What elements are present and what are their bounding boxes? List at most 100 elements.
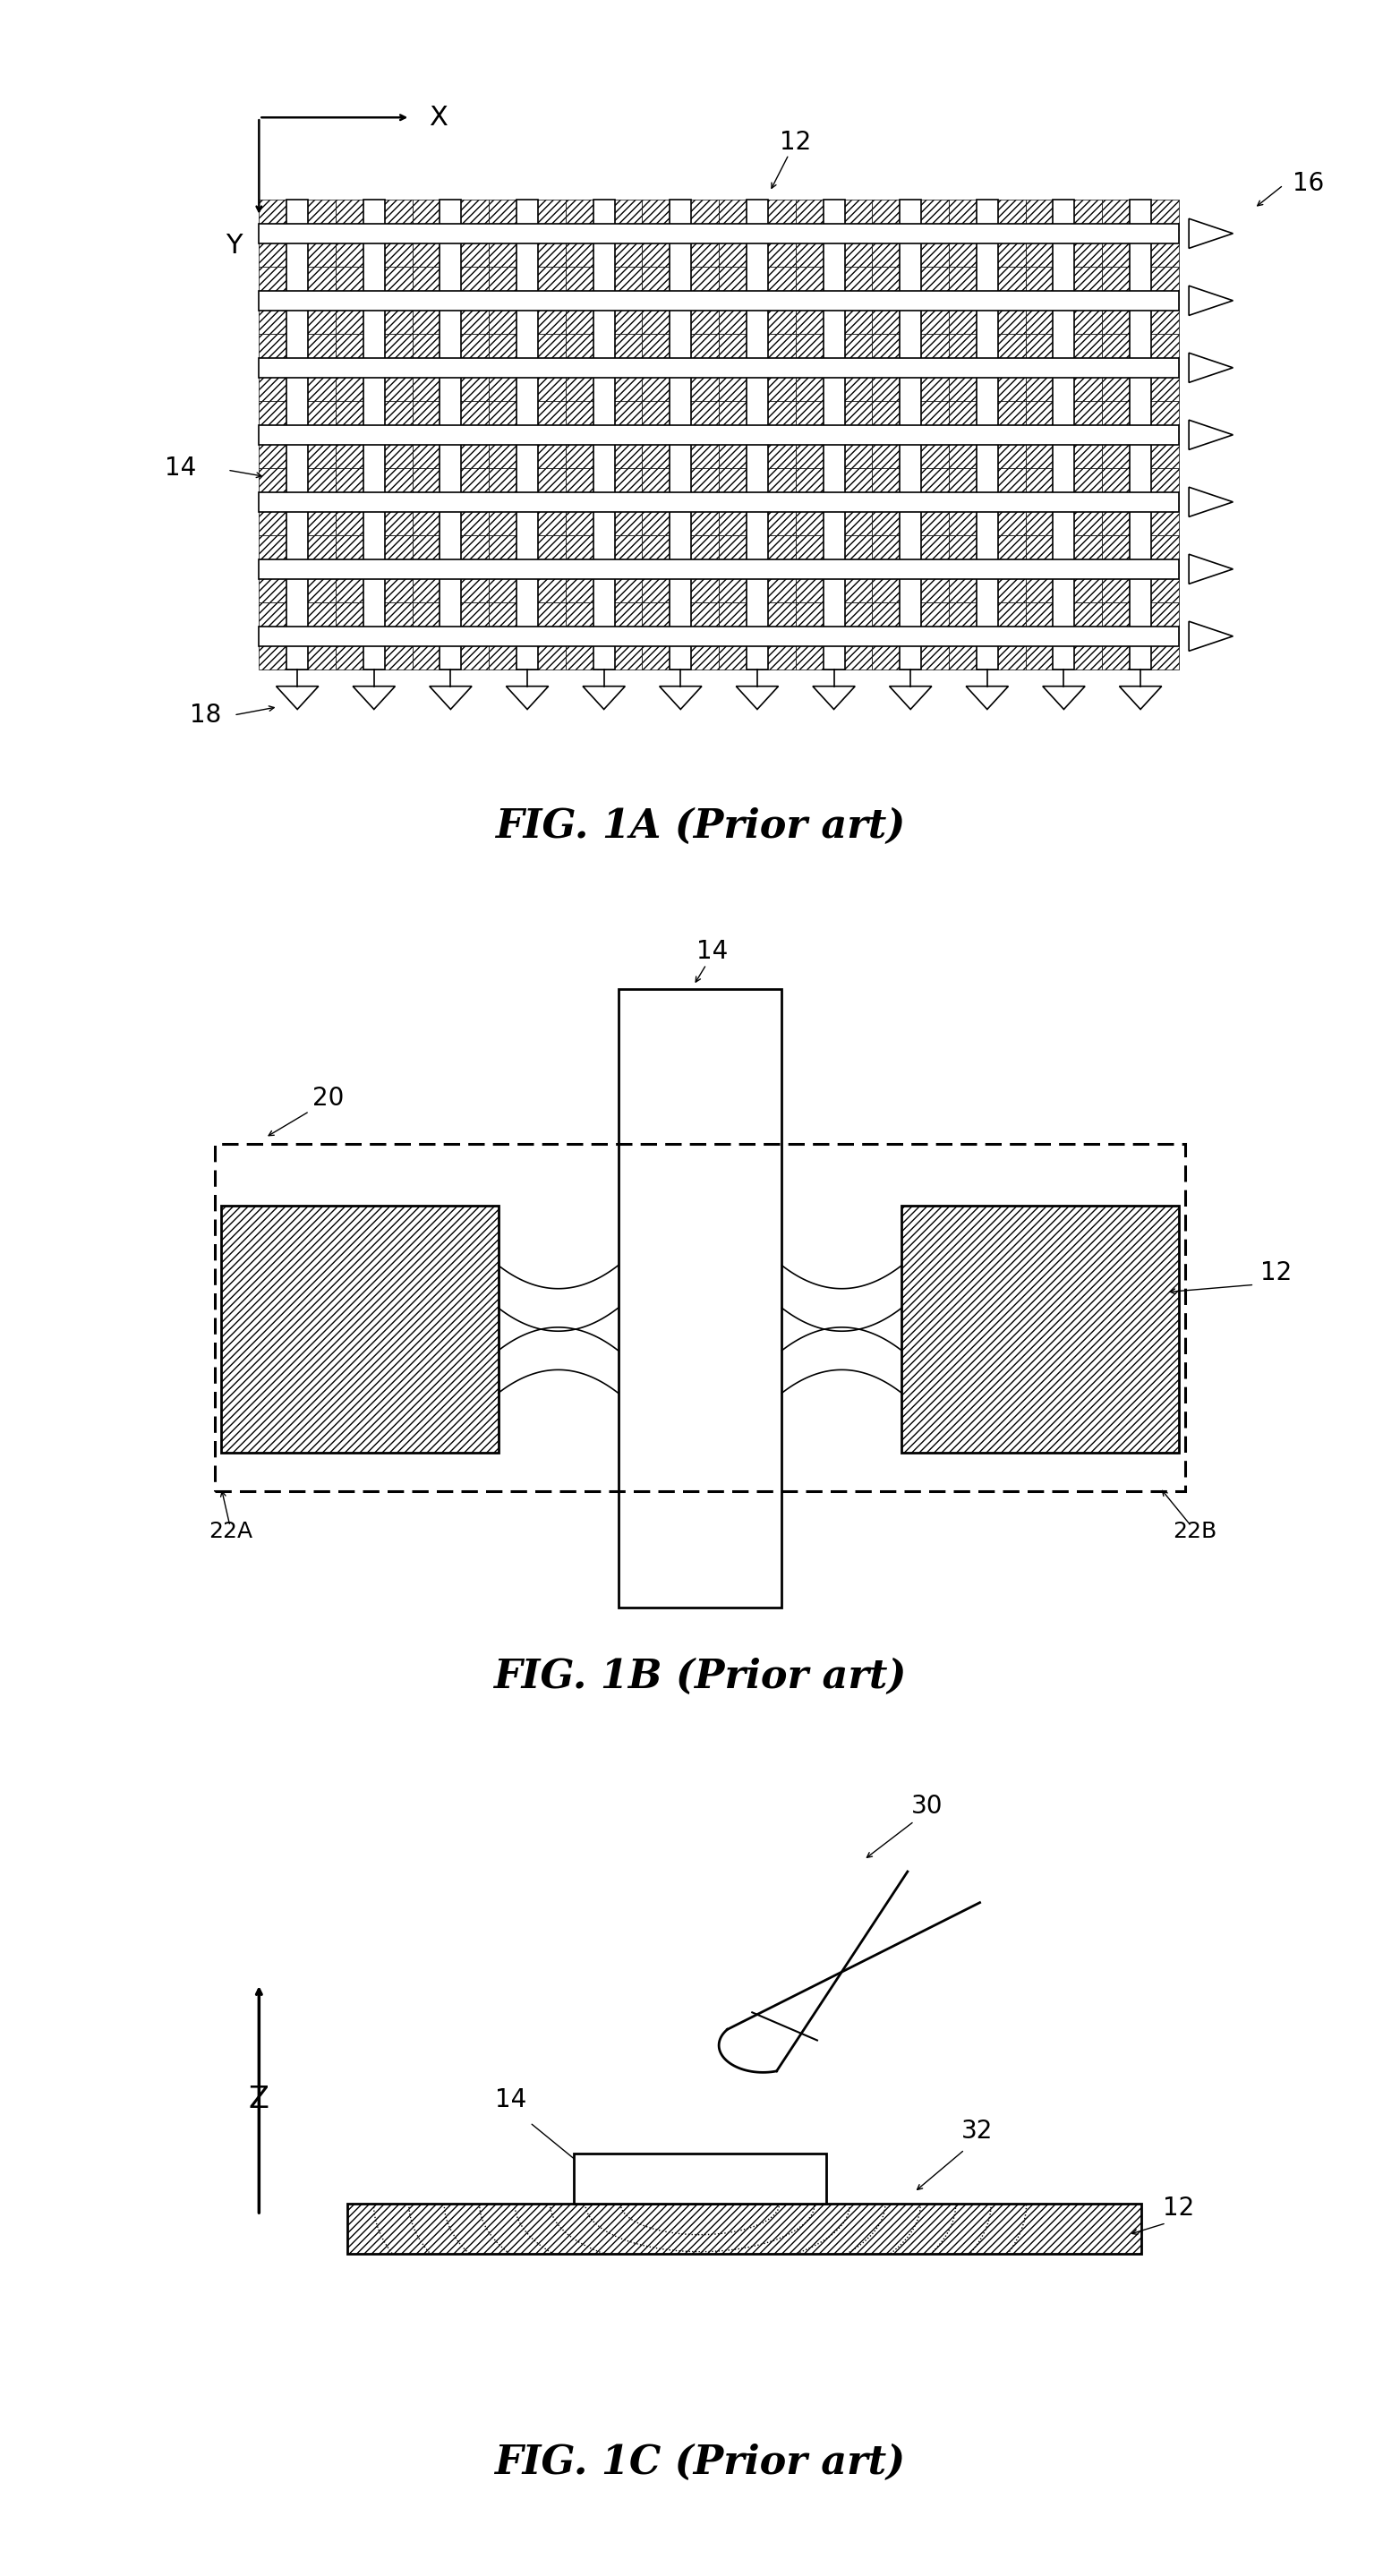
Bar [489,335,566,402]
Bar [872,536,949,603]
Bar [594,201,615,670]
Bar [949,402,1026,469]
Bar [413,536,489,603]
Bar [720,536,795,603]
Bar [259,603,336,670]
Bar [336,268,413,335]
Text: FIG. 1B (Prior art): FIG. 1B (Prior art) [494,1659,906,1695]
Bar [259,469,336,536]
Bar [574,2154,826,2202]
Text: 12: 12 [1163,2195,1194,2221]
Bar [949,603,1026,670]
Bar [1130,201,1151,670]
Bar [1102,201,1179,268]
Bar [823,201,844,670]
Bar [1026,201,1102,268]
Bar [566,268,643,335]
Bar [619,989,783,1607]
Text: Z: Z [249,2084,269,2115]
Bar [259,626,1179,647]
Text: 14: 14 [697,938,728,963]
Text: 20: 20 [312,1084,344,1110]
Bar [720,268,795,335]
Bar [795,603,872,670]
Bar [795,402,872,469]
Bar [566,603,643,670]
Bar [795,335,872,402]
Bar [216,1144,1186,1492]
Text: 22A: 22A [209,1520,252,1543]
Bar [259,335,336,402]
Bar [347,2202,1141,2254]
Bar [720,603,795,670]
Text: FIG. 1C (Prior art): FIG. 1C (Prior art) [494,2445,906,2481]
Bar [259,425,1179,446]
Bar [566,335,643,402]
Bar [1053,201,1075,670]
Bar [1102,402,1179,469]
Bar [1102,335,1179,402]
Bar [643,469,720,536]
Bar [902,1206,1179,1453]
Bar [795,268,872,335]
Bar [336,603,413,670]
Bar [872,268,949,335]
Bar [720,402,795,469]
Bar [669,201,692,670]
Bar [489,603,566,670]
Bar [413,469,489,536]
Bar [643,603,720,670]
Bar [872,469,949,536]
Bar [949,469,1026,536]
Bar [413,201,489,268]
Bar [566,201,643,268]
Bar [949,201,1026,268]
Bar [900,201,921,670]
Bar [336,469,413,536]
Bar [336,536,413,603]
Bar [643,268,720,335]
Bar [259,559,1179,580]
Bar [949,536,1026,603]
Bar [287,201,308,670]
Bar [746,201,769,670]
Bar [643,536,720,603]
Bar [489,268,566,335]
Bar [872,201,949,268]
Bar [643,335,720,402]
Bar [259,492,1179,513]
Bar [440,201,462,670]
Text: 18: 18 [189,703,221,726]
Text: 14: 14 [164,456,196,482]
Text: 32: 32 [962,2117,993,2143]
Bar [413,603,489,670]
Bar [566,536,643,603]
Bar [643,201,720,268]
Text: 12: 12 [1261,1260,1292,1285]
Bar [976,201,998,670]
Bar [259,224,1179,245]
Bar [259,358,1179,379]
Bar [872,603,949,670]
Bar [413,268,489,335]
Text: Y: Y [225,232,242,258]
Bar [1102,603,1179,670]
Text: 14: 14 [496,2087,526,2112]
Bar [949,335,1026,402]
Bar [1026,402,1102,469]
Bar [259,291,1179,312]
Bar [489,536,566,603]
Bar [259,201,336,268]
Bar [336,402,413,469]
Bar [259,402,336,469]
Bar [1026,536,1102,603]
Bar [872,402,949,469]
Bar [720,201,795,268]
Bar [489,201,566,268]
Bar [643,402,720,469]
Bar [566,402,643,469]
Bar [259,536,336,603]
Bar [1026,469,1102,536]
Bar [1026,603,1102,670]
Bar [413,402,489,469]
